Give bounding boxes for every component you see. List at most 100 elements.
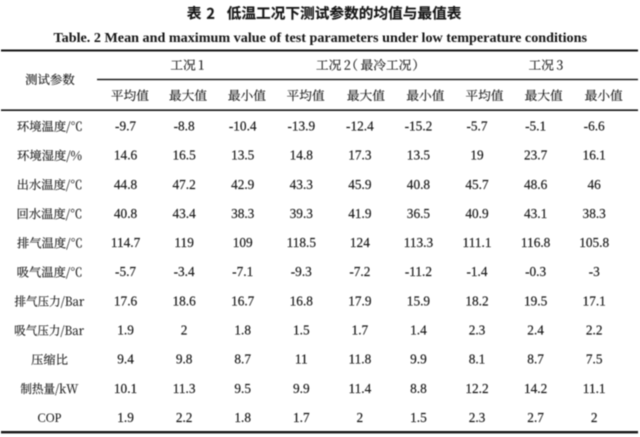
svg-text:113.3: 113.3 xyxy=(404,235,434,250)
svg-text:1.9: 1.9 xyxy=(117,323,134,338)
svg-text:14.2: 14.2 xyxy=(524,381,547,396)
svg-text:10.1: 10.1 xyxy=(114,381,137,396)
svg-text:38.3: 38.3 xyxy=(231,206,255,221)
svg-text:9.4: 9.4 xyxy=(117,352,134,367)
svg-text:7.5: 7.5 xyxy=(586,352,603,367)
svg-text:1.8: 1.8 xyxy=(234,410,251,425)
svg-text:8.1: 8.1 xyxy=(469,352,486,367)
svg-text:-13.9: -13.9 xyxy=(287,118,315,133)
svg-text:9.9: 9.9 xyxy=(293,381,310,396)
svg-text:-5.7: -5.7 xyxy=(466,118,487,133)
svg-text:2.3: 2.3 xyxy=(469,323,486,338)
svg-text:2.2: 2.2 xyxy=(586,323,603,338)
svg-text:-8.8: -8.8 xyxy=(174,118,195,133)
svg-text:8.8: 8.8 xyxy=(410,381,427,396)
svg-text:43.4: 43.4 xyxy=(172,206,196,221)
svg-text:COP: COP xyxy=(38,410,62,425)
svg-text:-5.1: -5.1 xyxy=(525,118,546,133)
svg-text:17.9: 17.9 xyxy=(348,293,372,308)
svg-text:119: 119 xyxy=(174,235,194,250)
svg-text:13.5: 13.5 xyxy=(407,148,431,163)
svg-text:40.8: 40.8 xyxy=(114,206,138,221)
svg-text:8.7: 8.7 xyxy=(527,352,544,367)
svg-text:9.9: 9.9 xyxy=(410,352,427,367)
svg-text:2.2: 2.2 xyxy=(176,410,193,425)
svg-text:8.7: 8.7 xyxy=(234,352,251,367)
svg-text:1.4: 1.4 xyxy=(410,323,427,338)
svg-text:2.3: 2.3 xyxy=(469,410,486,425)
svg-text:47.2: 47.2 xyxy=(172,177,195,192)
svg-text:23.7: 23.7 xyxy=(524,148,548,163)
svg-text:16.5: 16.5 xyxy=(172,148,196,163)
svg-text:40.9: 40.9 xyxy=(465,206,489,221)
svg-text:1.7: 1.7 xyxy=(352,323,369,338)
svg-text:-9.7: -9.7 xyxy=(115,118,136,133)
svg-text:18.2: 18.2 xyxy=(465,293,488,308)
svg-text:2: 2 xyxy=(591,410,598,425)
svg-text:12.2: 12.2 xyxy=(465,381,488,396)
svg-text:14.8: 14.8 xyxy=(290,148,314,163)
svg-text:16.7: 16.7 xyxy=(231,293,255,308)
svg-text:2: 2 xyxy=(357,410,364,425)
svg-text:2.7: 2.7 xyxy=(527,410,544,425)
svg-text:1.5: 1.5 xyxy=(293,323,310,338)
svg-text:Table. 2 Mean and maximum valu: Table. 2 Mean and maximum value of test … xyxy=(54,30,588,45)
svg-text:42.9: 42.9 xyxy=(231,177,255,192)
svg-text:15.9: 15.9 xyxy=(407,293,431,308)
svg-text:1.9: 1.9 xyxy=(117,410,134,425)
svg-text:45.9: 45.9 xyxy=(348,177,372,192)
svg-text:43.1: 43.1 xyxy=(524,206,547,221)
svg-text:111.1: 111.1 xyxy=(463,235,492,250)
svg-text:13.5: 13.5 xyxy=(231,148,255,163)
svg-text:48.6: 48.6 xyxy=(524,177,548,192)
svg-text:118.5: 118.5 xyxy=(287,235,317,250)
svg-text:17.3: 17.3 xyxy=(348,148,372,163)
svg-text:105.8: 105.8 xyxy=(579,235,609,250)
svg-text:19.5: 19.5 xyxy=(524,293,548,308)
svg-text:11: 11 xyxy=(295,352,308,367)
svg-text:44.8: 44.8 xyxy=(114,177,138,192)
svg-text:46: 46 xyxy=(588,177,602,192)
svg-text:41.9: 41.9 xyxy=(348,206,372,221)
svg-text:16.8: 16.8 xyxy=(290,293,314,308)
svg-text:1.7: 1.7 xyxy=(293,410,310,425)
svg-text:1.8: 1.8 xyxy=(234,323,251,338)
svg-text:9.5: 9.5 xyxy=(234,381,251,396)
svg-text:-6.6: -6.6 xyxy=(584,118,605,133)
svg-text:-15.2: -15.2 xyxy=(405,118,433,133)
svg-text:-3: -3 xyxy=(589,264,600,279)
svg-text:-3.4: -3.4 xyxy=(174,264,195,279)
svg-text:9.8: 9.8 xyxy=(176,352,193,367)
svg-text:-10.4: -10.4 xyxy=(229,118,257,133)
svg-text:38.3: 38.3 xyxy=(583,206,607,221)
svg-text:-9.3: -9.3 xyxy=(291,264,312,279)
svg-text:39.3: 39.3 xyxy=(290,206,314,221)
svg-text:114.7: 114.7 xyxy=(111,235,141,250)
svg-text:11.4: 11.4 xyxy=(348,381,371,396)
svg-text:-5.7: -5.7 xyxy=(115,264,136,279)
svg-text:2: 2 xyxy=(181,323,188,338)
svg-text:11.8: 11.8 xyxy=(348,352,371,367)
svg-text:11.1: 11.1 xyxy=(583,381,606,396)
svg-text:18.6: 18.6 xyxy=(172,293,196,308)
svg-text:-0.3: -0.3 xyxy=(525,264,546,279)
svg-text:-7.2: -7.2 xyxy=(349,264,370,279)
svg-text:40.8: 40.8 xyxy=(407,177,431,192)
svg-text:43.3: 43.3 xyxy=(290,177,314,192)
svg-text:-12.4: -12.4 xyxy=(346,118,374,133)
svg-text:45.7: 45.7 xyxy=(465,177,489,192)
svg-text:19: 19 xyxy=(470,148,484,163)
svg-text:17.1: 17.1 xyxy=(583,293,606,308)
svg-text:124: 124 xyxy=(350,235,370,250)
svg-text:36.5: 36.5 xyxy=(407,206,431,221)
svg-text:17.6: 17.6 xyxy=(114,293,138,308)
svg-text:16.1: 16.1 xyxy=(583,148,606,163)
svg-text:2.4: 2.4 xyxy=(527,323,544,338)
svg-text:116.8: 116.8 xyxy=(521,235,551,250)
svg-text:11.3: 11.3 xyxy=(173,381,196,396)
svg-text:14.6: 14.6 xyxy=(114,148,138,163)
svg-text:1.5: 1.5 xyxy=(410,410,427,425)
svg-text:-11.2: -11.2 xyxy=(405,264,432,279)
svg-text:-7.1: -7.1 xyxy=(232,264,253,279)
svg-text:109: 109 xyxy=(233,235,253,250)
